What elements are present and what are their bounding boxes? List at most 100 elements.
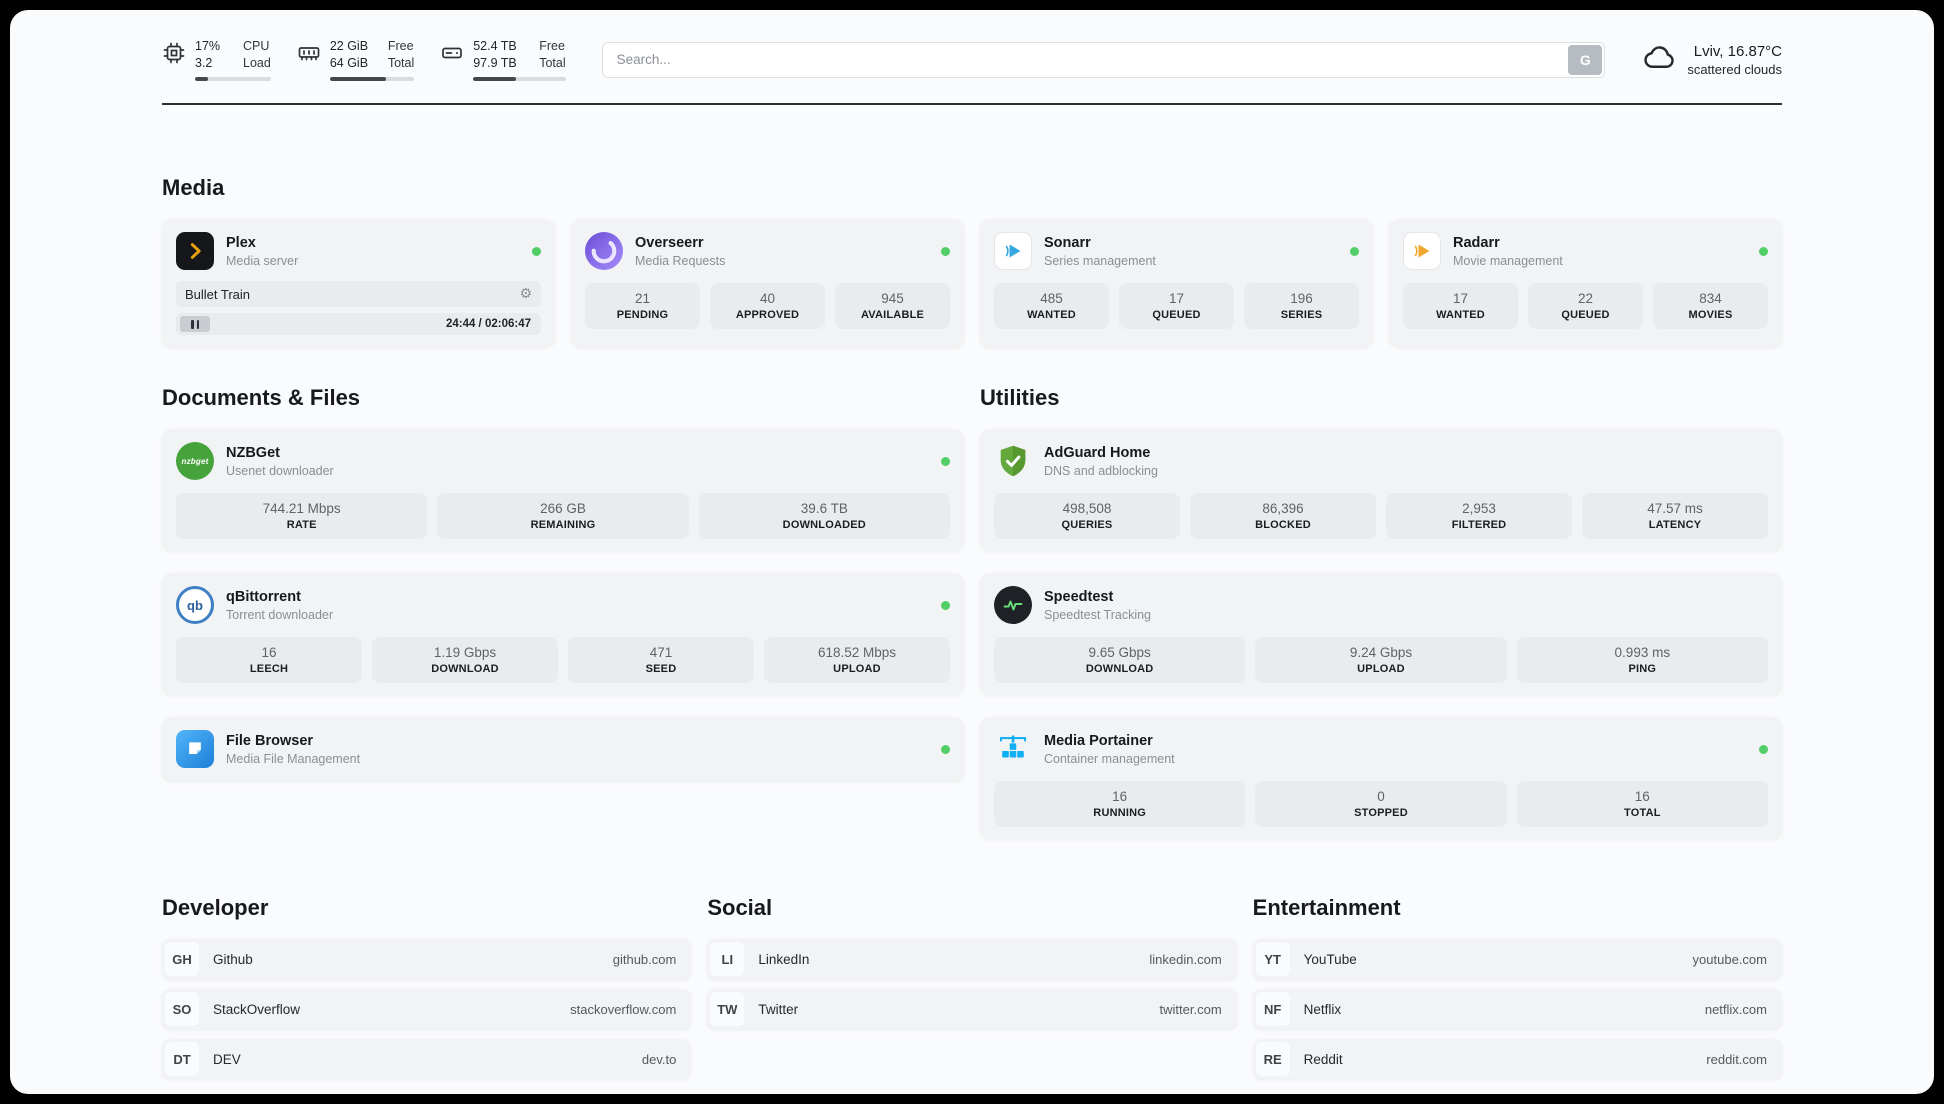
link-abbr: LI bbox=[710, 942, 745, 976]
disk-progress-bar bbox=[473, 77, 566, 81]
stat-box: 47.57 ms LATENCY bbox=[1582, 493, 1768, 539]
app-subtitle: Media server bbox=[226, 253, 299, 268]
stat-label: AVAILABLE bbox=[860, 309, 925, 321]
link-netflix[interactable]: NF Netflix netflix.com bbox=[1252, 989, 1782, 1029]
overseerr-app-link[interactable]: Overseerr Media Requests bbox=[585, 232, 725, 270]
app-name: Plex bbox=[226, 234, 256, 251]
cpu-load-value: 3.2 bbox=[195, 56, 213, 70]
plex-app-link[interactable]: Plex Media server bbox=[176, 232, 298, 270]
stat-value: 39.6 TB bbox=[800, 501, 848, 516]
speedtest-app-link[interactable]: Speedtest Speedtest Tracking bbox=[994, 586, 1151, 624]
stat-label: UPLOAD bbox=[1357, 663, 1405, 675]
link-reddit[interactable]: RE Reddit reddit.com bbox=[1252, 1039, 1782, 1079]
stat-value: 945 bbox=[881, 291, 904, 306]
ram-total-label: Total bbox=[387, 56, 415, 70]
section-social: Social LI LinkedIn linkedin.com TW Twitt… bbox=[707, 895, 1237, 1039]
radarr-card: Radarr Movie management 17 WANTED 22 QUE… bbox=[1389, 219, 1782, 347]
section-utilities: Utilities AdGuard Home D bbox=[980, 385, 1782, 861]
cpu-progress-bar bbox=[195, 77, 271, 81]
search-input[interactable] bbox=[604, 52, 1569, 67]
stat-label: WANTED bbox=[1436, 309, 1485, 321]
stat-value: 86,396 bbox=[1262, 501, 1304, 516]
radarr-app-link[interactable]: Radarr Movie management bbox=[1403, 232, 1563, 270]
nzbget-app-link[interactable]: nzbget NZBGet Usenet downloader bbox=[176, 442, 334, 480]
portainer-icon bbox=[994, 730, 1032, 768]
stat-value: 196 bbox=[1290, 291, 1313, 306]
stat-value: 21 bbox=[634, 291, 651, 306]
overseerr-icon bbox=[585, 232, 623, 270]
link-linkedin[interactable]: LI LinkedIn linkedin.com bbox=[707, 939, 1237, 979]
qbittorrent-app-link[interactable]: qb qBittorrent Torrent downloader bbox=[176, 586, 333, 624]
link-twitter[interactable]: TW Twitter twitter.com bbox=[707, 989, 1237, 1029]
stat-box: 0.993 ms PING bbox=[1516, 637, 1768, 683]
stat-value: 16 bbox=[261, 645, 277, 660]
status-dot bbox=[1350, 246, 1359, 256]
ram-free-value: 22 GiB bbox=[329, 39, 369, 53]
filebrowser-app-link[interactable]: File Browser Media File Management bbox=[176, 730, 360, 768]
media-heading: Media bbox=[162, 175, 225, 200]
portainer-app-link[interactable]: Media Portainer Container management bbox=[994, 730, 1175, 768]
status-dot bbox=[532, 246, 541, 256]
link-name: Twitter bbox=[758, 1001, 799, 1017]
stat-label: MOVIES bbox=[1688, 309, 1733, 321]
link-abbr: DT bbox=[165, 1042, 199, 1076]
radarr-icon bbox=[1403, 232, 1441, 270]
link-dev[interactable]: DT DEV dev.to bbox=[162, 1039, 692, 1079]
app-name: qBittorrent bbox=[226, 588, 301, 605]
stat-box: 744.21 Mbps RATE bbox=[176, 493, 428, 539]
sonarr-app-link[interactable]: Sonarr Series management bbox=[994, 232, 1156, 270]
stat-value: 618.52 Mbps bbox=[817, 645, 897, 660]
link-abbr: TW bbox=[710, 992, 745, 1026]
app-subtitle: Media File Management bbox=[226, 751, 361, 766]
stat-box: 485 WANTED bbox=[994, 283, 1109, 329]
link-abbr: GH bbox=[165, 942, 199, 976]
cpu-load-row: 3.2 Load bbox=[195, 55, 271, 72]
stat-value: 471 bbox=[649, 645, 673, 660]
stat-value: 266 GB bbox=[540, 501, 586, 516]
ram-icon bbox=[297, 41, 321, 65]
weather-widget[interactable]: Lviv, 16.87°C scattered clouds bbox=[1641, 39, 1782, 80]
stat-label: LATENCY bbox=[1648, 519, 1702, 531]
pause-button[interactable] bbox=[180, 316, 210, 332]
speedtest-icon bbox=[994, 586, 1032, 624]
app-name: Speedtest bbox=[1044, 588, 1114, 605]
stat-box: 2,953 FILTERED bbox=[1386, 493, 1572, 539]
status-dot bbox=[941, 600, 950, 610]
stat-label: WANTED bbox=[1027, 309, 1076, 321]
qbittorrent-icon-text: qb bbox=[187, 597, 203, 613]
disk-widget: 52.4 TB Free 97.9 TB Total bbox=[440, 38, 566, 81]
stat-value: 17 bbox=[1168, 291, 1185, 306]
speedtest-card: Speedtest Speedtest Tracking 9.65 Gbps D… bbox=[980, 573, 1782, 695]
social-heading: Social bbox=[707, 895, 773, 920]
search-engine-button[interactable]: G bbox=[1568, 44, 1603, 75]
weather-location: Lviv, 16.87°C bbox=[1693, 42, 1782, 60]
link-github[interactable]: GH Github github.com bbox=[162, 939, 692, 979]
stat-label: TOTAL bbox=[1623, 807, 1661, 819]
stat-value: 17 bbox=[1452, 291, 1469, 306]
link-stackoverflow[interactable]: SO StackOverflow stackoverflow.com bbox=[162, 989, 692, 1029]
plex-card: Plex Media server Bullet Train ⚙ 24:44 /… bbox=[162, 219, 555, 347]
app-subtitle: Usenet downloader bbox=[226, 463, 334, 478]
sonarr-card: Sonarr Series management 485 WANTED 17 Q… bbox=[980, 219, 1373, 347]
adguard-app-link[interactable]: AdGuard Home DNS and adblocking bbox=[994, 442, 1158, 480]
weather-condition: scattered clouds bbox=[1687, 61, 1782, 77]
stat-label: UPLOAD bbox=[833, 663, 881, 675]
app-name: NZBGet bbox=[226, 444, 280, 461]
stat-label: BLOCKED bbox=[1255, 519, 1311, 531]
dashboard-page: 17% CPU 3.2 Load bbox=[10, 10, 1934, 1094]
link-youtube[interactable]: YT YouTube youtube.com bbox=[1252, 939, 1782, 979]
stat-value: 16 bbox=[1634, 789, 1650, 804]
link-url: github.com bbox=[612, 951, 677, 967]
stat-box: 1.19 Gbps DOWNLOAD bbox=[372, 637, 558, 683]
stat-box: 17 WANTED bbox=[1403, 283, 1518, 329]
stat-box: 16 TOTAL bbox=[1516, 781, 1768, 827]
stat-label: LEECH bbox=[249, 663, 289, 675]
app-name: Sonarr bbox=[1044, 234, 1091, 251]
stat-value: 22 bbox=[1577, 291, 1594, 306]
header-divider bbox=[162, 103, 1782, 105]
disk-free-label: Free bbox=[539, 39, 565, 53]
app-subtitle: Media Requests bbox=[635, 253, 726, 268]
stat-label: RATE bbox=[286, 519, 317, 531]
gear-icon[interactable]: ⚙ bbox=[519, 286, 532, 302]
link-name: LinkedIn bbox=[758, 951, 810, 967]
